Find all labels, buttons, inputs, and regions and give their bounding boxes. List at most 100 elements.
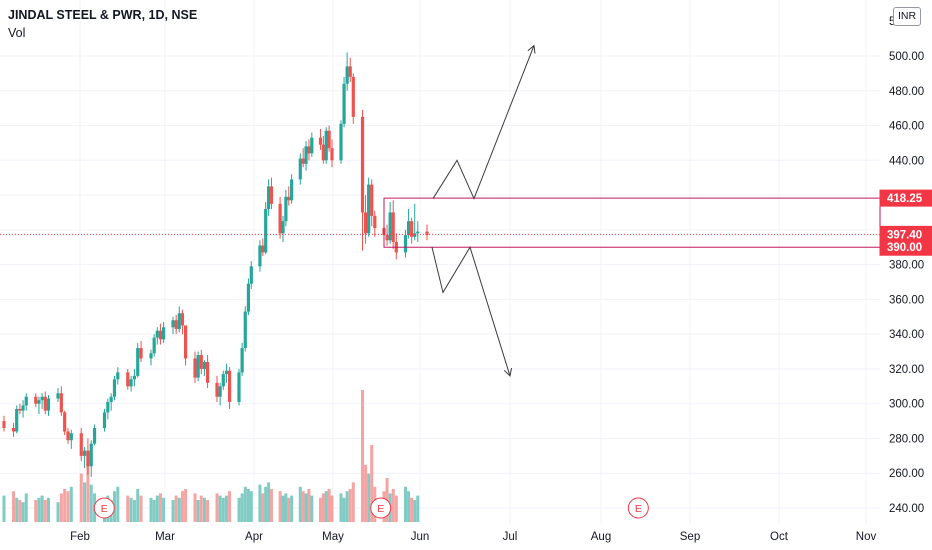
candle-body[interactable] bbox=[301, 158, 305, 164]
candle-body[interactable] bbox=[46, 398, 51, 411]
candle-body[interactable] bbox=[43, 396, 47, 411]
candle-body[interactable] bbox=[278, 203, 282, 234]
candle-body[interactable] bbox=[287, 196, 291, 201]
candle-body[interactable] bbox=[199, 355, 203, 369]
candle-body[interactable] bbox=[367, 184, 371, 234]
candle-body[interactable] bbox=[202, 361, 207, 369]
candle-body[interactable] bbox=[330, 148, 334, 161]
candles[interactable] bbox=[2, 52, 429, 477]
candle-body[interactable] bbox=[180, 313, 185, 326]
candle-body[interactable] bbox=[351, 76, 355, 117]
candle-body[interactable] bbox=[363, 212, 368, 234]
candle-body[interactable] bbox=[136, 348, 140, 376]
candle-body[interactable] bbox=[224, 370, 229, 375]
candle-body[interactable] bbox=[237, 372, 241, 402]
candle-body[interactable] bbox=[388, 212, 392, 241]
candle-body[interactable] bbox=[342, 83, 346, 124]
candle-body[interactable] bbox=[410, 221, 414, 237]
candle-body[interactable] bbox=[193, 358, 197, 378]
time-axis[interactable]: Feb Mar Apr May Jun Jul Aug Sep Oct Nov bbox=[70, 531, 876, 543]
candle-body[interactable] bbox=[345, 66, 349, 84]
candle-body[interactable] bbox=[161, 327, 166, 340]
candle-body[interactable] bbox=[79, 433, 83, 456]
candle-body[interactable] bbox=[261, 245, 265, 253]
candle-body[interactable] bbox=[215, 382, 219, 397]
candle-body[interactable] bbox=[24, 396, 28, 406]
candle-body[interactable] bbox=[264, 208, 268, 253]
candle-body[interactable] bbox=[11, 428, 16, 432]
candle-body[interactable] bbox=[304, 146, 308, 164]
candle-body[interactable] bbox=[290, 179, 294, 201]
candle-body[interactable] bbox=[370, 184, 374, 216]
candle-body[interactable] bbox=[218, 386, 222, 397]
candle-body[interactable] bbox=[327, 130, 331, 149]
earnings-marker[interactable]: E bbox=[370, 497, 392, 519]
candle-body[interactable] bbox=[82, 450, 87, 456]
price-axis[interactable]: 240.00 260.00 280.00 300.00 320.00 340.00 360.… bbox=[889, 16, 924, 515]
candle-body[interactable] bbox=[69, 433, 73, 441]
candle-body[interactable] bbox=[155, 330, 159, 338]
candle-body[interactable] bbox=[139, 348, 143, 359]
candle-body[interactable] bbox=[221, 374, 225, 387]
candle-body[interactable] bbox=[307, 146, 311, 154]
candle-body[interactable] bbox=[177, 313, 181, 329]
candle-body[interactable] bbox=[425, 231, 429, 236]
candle-body[interactable] bbox=[21, 405, 25, 411]
candle-body[interactable] bbox=[171, 320, 175, 328]
candle-body[interactable] bbox=[126, 372, 130, 387]
candle-body[interactable] bbox=[89, 443, 93, 467]
candle-body[interactable] bbox=[348, 66, 352, 77]
candle-body[interactable] bbox=[385, 235, 389, 241]
candle-body[interactable] bbox=[406, 221, 411, 236]
candle-body[interactable] bbox=[34, 396, 38, 404]
currency-button[interactable]: INR bbox=[893, 7, 921, 26]
candle-body[interactable] bbox=[158, 330, 163, 340]
candle-body[interactable] bbox=[92, 428, 97, 444]
candle-body[interactable] bbox=[243, 311, 247, 349]
candle-body[interactable] bbox=[258, 245, 262, 267]
candle-body[interactable] bbox=[246, 283, 251, 312]
candle-body[interactable] bbox=[321, 144, 325, 161]
candle-body[interactable] bbox=[413, 233, 417, 237]
candle-body[interactable] bbox=[373, 215, 377, 229]
candle-body[interactable] bbox=[86, 450, 90, 467]
candle-body[interactable] bbox=[284, 196, 288, 222]
candle-body[interactable] bbox=[18, 408, 22, 411]
candle-body[interactable] bbox=[15, 408, 19, 432]
candle-body[interactable] bbox=[102, 412, 107, 429]
candle-body[interactable] bbox=[269, 186, 274, 204]
candle-body[interactable] bbox=[360, 116, 365, 213]
candle-body[interactable] bbox=[227, 370, 232, 402]
candle-body[interactable] bbox=[339, 123, 343, 161]
candle-body[interactable] bbox=[266, 186, 271, 209]
candle-body[interactable] bbox=[106, 401, 110, 413]
candle-body[interactable] bbox=[56, 393, 60, 399]
candle-body[interactable] bbox=[281, 221, 285, 234]
earnings-marker[interactable]: E bbox=[627, 497, 649, 519]
candle-body[interactable] bbox=[391, 212, 395, 243]
earnings-marker[interactable]: E bbox=[93, 497, 115, 519]
projection-up-arrow[interactable] bbox=[432, 45, 535, 200]
candle-body[interactable] bbox=[324, 130, 328, 161]
candle-body[interactable] bbox=[149, 353, 153, 359]
candle-body[interactable] bbox=[183, 325, 188, 359]
candle-body[interactable] bbox=[66, 431, 70, 441]
candle-body[interactable] bbox=[174, 320, 178, 329]
candle-body[interactable] bbox=[403, 235, 408, 253]
candle-body[interactable] bbox=[249, 266, 253, 284]
candle-body[interactable] bbox=[318, 137, 323, 145]
candle-body[interactable] bbox=[59, 393, 63, 413]
candle-body[interactable] bbox=[116, 372, 120, 380]
volume-indicator-label[interactable]: Vol bbox=[8, 26, 26, 40]
projection-arrows[interactable] bbox=[431, 44, 536, 377]
candle-body[interactable] bbox=[2, 421, 6, 429]
candle-body[interactable] bbox=[109, 396, 113, 402]
candle-body[interactable] bbox=[416, 231, 420, 234]
candle-body[interactable] bbox=[152, 337, 156, 354]
candle-body[interactable] bbox=[298, 158, 302, 180]
candle-body[interactable] bbox=[205, 361, 210, 383]
candle-body[interactable] bbox=[196, 355, 200, 378]
